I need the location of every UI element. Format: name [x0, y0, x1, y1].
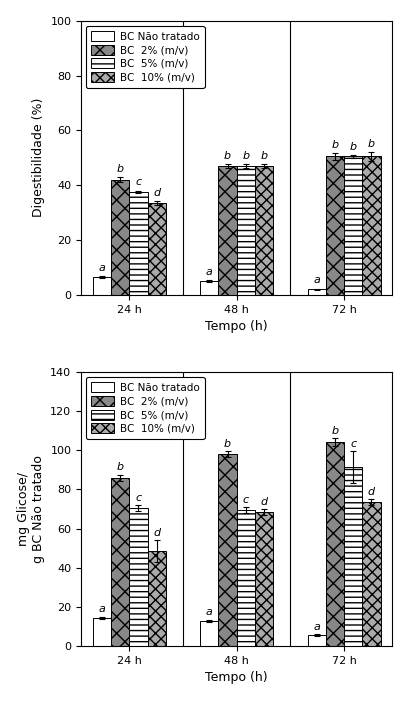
Text: a: a — [99, 604, 106, 614]
Text: b: b — [261, 151, 267, 161]
Text: d: d — [368, 486, 375, 497]
Text: b: b — [242, 151, 249, 161]
Legend: BC Não tratado, BC  2% (m/v), BC  5% (m/v), BC  10% (m/v): BC Não tratado, BC 2% (m/v), BC 5% (m/v)… — [86, 377, 204, 439]
Bar — [129, 508, 148, 646]
Text: (B): (B) — [90, 380, 116, 395]
Bar — [308, 290, 326, 295]
Text: c: c — [350, 439, 356, 449]
Text: c: c — [135, 177, 142, 187]
Bar — [344, 156, 362, 295]
Y-axis label: mg Glicose/
g BC Não tratado: mg Glicose/ g BC Não tratado — [17, 455, 45, 563]
Bar — [326, 156, 344, 295]
Bar — [308, 635, 326, 646]
Text: b: b — [224, 151, 231, 161]
Text: b: b — [350, 142, 357, 151]
Bar — [255, 166, 273, 295]
Text: a: a — [206, 267, 213, 277]
Bar — [200, 281, 218, 295]
X-axis label: Tempo (h): Tempo (h) — [205, 672, 268, 684]
Bar — [148, 203, 166, 295]
Text: d: d — [153, 188, 160, 198]
Bar — [255, 512, 273, 646]
Bar — [237, 510, 255, 646]
Bar — [111, 477, 129, 646]
Bar — [218, 454, 237, 646]
Bar — [237, 166, 255, 295]
Text: b: b — [224, 439, 231, 449]
Text: b: b — [331, 139, 339, 150]
Bar — [129, 192, 148, 295]
Bar — [200, 620, 218, 646]
Text: (A): (A) — [90, 29, 116, 44]
Text: d: d — [153, 528, 160, 538]
Text: a: a — [206, 607, 213, 618]
Bar — [93, 618, 111, 646]
Text: a: a — [313, 275, 320, 285]
Text: b: b — [331, 426, 339, 436]
Text: c: c — [243, 495, 249, 505]
Text: c: c — [135, 493, 142, 503]
Bar — [111, 179, 129, 295]
Text: b: b — [368, 139, 375, 149]
Text: b: b — [117, 163, 124, 174]
Bar — [218, 166, 237, 295]
Bar — [362, 156, 380, 295]
Bar — [362, 502, 380, 646]
X-axis label: Tempo (h): Tempo (h) — [205, 320, 268, 333]
Legend: BC Não tratado, BC  2% (m/v), BC  5% (m/v), BC  10% (m/v): BC Não tratado, BC 2% (m/v), BC 5% (m/v)… — [86, 26, 204, 88]
Text: b: b — [117, 463, 124, 472]
Y-axis label: Digestibilidade (%): Digestibilidade (%) — [32, 98, 45, 217]
Text: a: a — [99, 263, 106, 273]
Text: a: a — [313, 622, 320, 632]
Bar — [148, 551, 166, 646]
Bar — [93, 277, 111, 295]
Bar — [326, 442, 344, 646]
Text: d: d — [261, 496, 267, 507]
Bar — [344, 467, 362, 646]
